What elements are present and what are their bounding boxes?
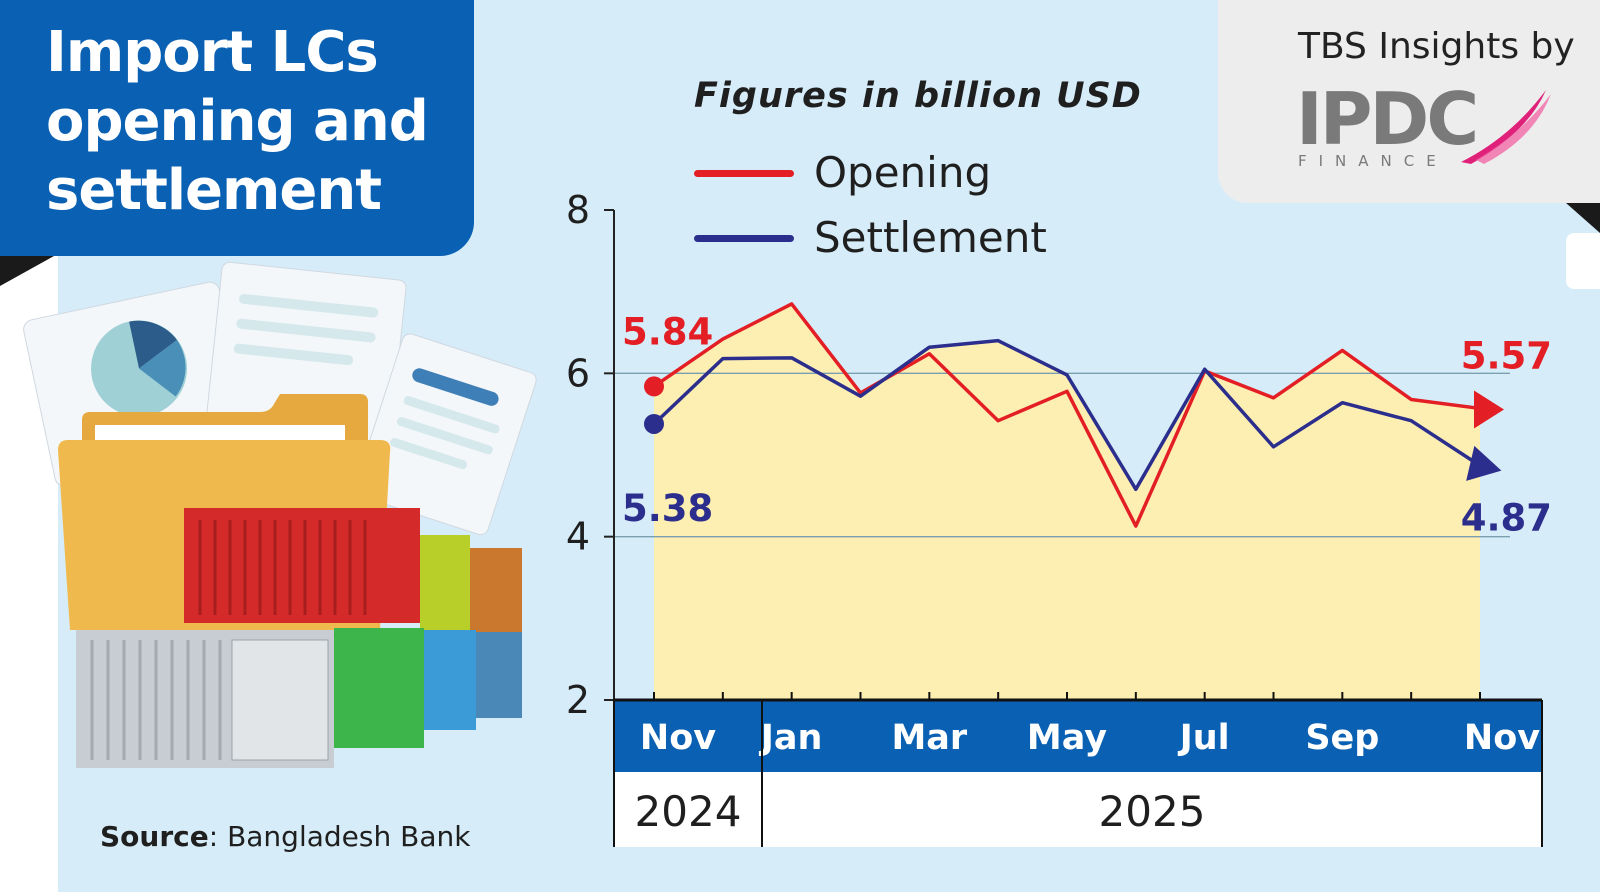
arrow-opening-end [1474, 390, 1504, 429]
year-row [614, 772, 1542, 847]
label-settlement-end: 4.87 [1461, 497, 1552, 540]
area-fill [654, 303, 1480, 700]
title-fold-corner [0, 256, 54, 286]
arrow-settlement-end [1466, 445, 1502, 481]
y-tick-label-4: 4 [566, 515, 590, 559]
y-tick-label-8: 8 [566, 188, 590, 232]
logo-subtext: FINANCE [1298, 152, 1448, 170]
right-edge-tab [1566, 233, 1600, 289]
y-tick-label-6: 6 [566, 351, 590, 395]
label-opening-end: 5.57 [1461, 334, 1552, 377]
year-label-2024: 2024 [635, 787, 742, 836]
x-tick-label: Sep [1305, 718, 1379, 758]
legend-opening-swatch [694, 170, 794, 177]
y-tick-label-2: 2 [566, 678, 590, 722]
source-value: : Bangladesh Bank [208, 820, 471, 853]
legend-settlement-swatch [694, 235, 794, 242]
label-opening-start: 5.84 [622, 310, 713, 353]
ipdc-logo: IPDC FINANCE [1296, 82, 1551, 170]
brand-fold-corner [1566, 203, 1600, 233]
x-tick-label: Mar [891, 718, 967, 758]
series-line-settlement [652, 338, 1481, 492]
x-tick-label: May [1027, 718, 1107, 758]
x-axis-band [614, 700, 1542, 772]
source-label: Source [100, 820, 209, 853]
x-tick-label: Nov [1464, 718, 1540, 758]
legend-opening-label: Opening [814, 148, 992, 197]
x-tick-label: Jan [759, 718, 823, 758]
brand-panel: TBS Insights by IPDC FINANCE [1218, 0, 1600, 203]
x-tick-label: Jul [1178, 718, 1230, 758]
chart-title: Import LCs opening and settlement [46, 20, 429, 223]
source-note: Source: Bangladesh Bank [100, 820, 470, 853]
x-tick-label: Nov [640, 718, 716, 758]
point-opening-start [644, 376, 664, 397]
units-subtitle: Figures in billion USD [694, 76, 1142, 116]
series-line-opening [653, 302, 1481, 528]
legend-settlement-label: Settlement [814, 213, 1047, 262]
title-panel: Import LCs opening and settlement [0, 0, 474, 256]
logo-wordmark: IPDC [1296, 82, 1476, 161]
label-settlement-start: 5.38 [622, 487, 713, 530]
year-label-2025: 2025 [1099, 787, 1206, 836]
documents-containers-illustration [23, 261, 537, 768]
point-settlement-start [644, 413, 664, 434]
brand-prefix: TBS Insights by [1298, 26, 1575, 67]
